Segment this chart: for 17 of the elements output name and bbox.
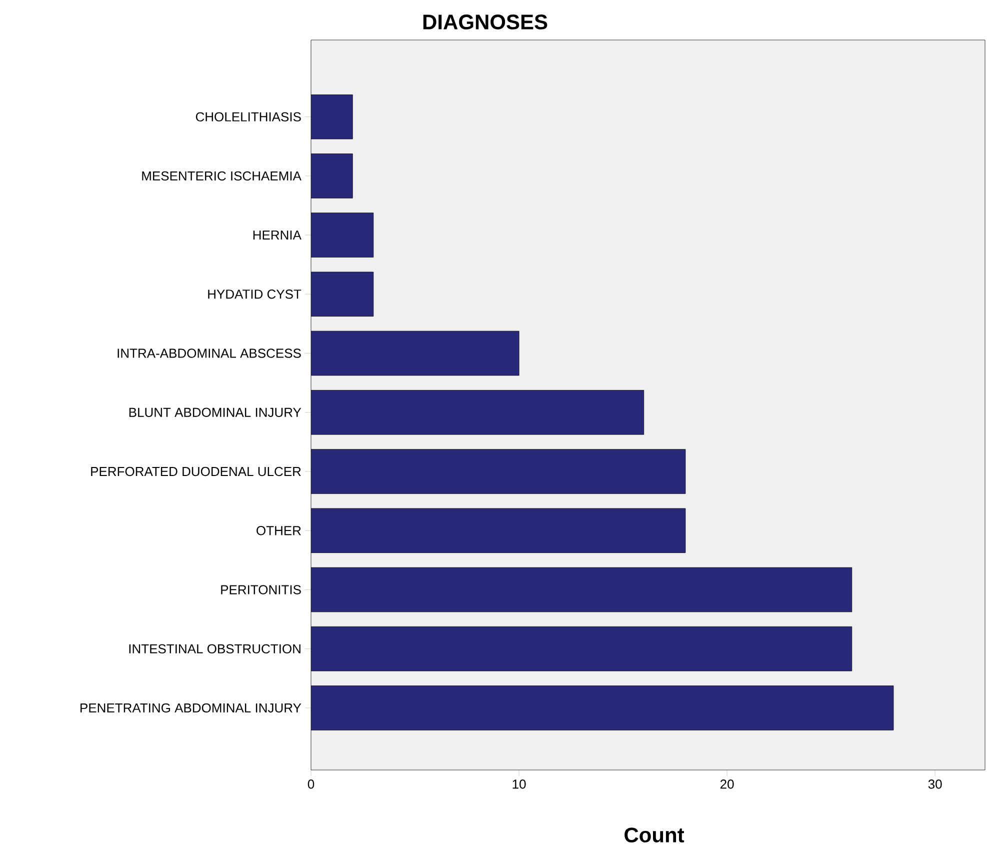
x-axis-title: Count [624, 828, 684, 842]
chart-title: DIAGNOSES [423, 14, 548, 30]
y-tick-label: HERNIA [253, 230, 302, 240]
y-tick-label: HYDATID CYST [208, 290, 302, 299]
y-tick-label: INTRA-ABDOMINAL ABSCESS [118, 348, 301, 358]
y-tick-label: OTHER [256, 526, 301, 536]
y-tick-label: PERITONITIS [221, 585, 301, 594]
y-tick-label: BLUNT ABDOMINAL INJURY [129, 408, 302, 417]
y-tick-label: PENETRATING ABDOMINAL INJURY [80, 703, 302, 713]
y-tick-label: CHOLELITHIASIS [196, 112, 301, 122]
x-tick-label: 20 [720, 780, 734, 789]
x-tick-label: 0 [308, 780, 314, 789]
x-tick-label: 10 [512, 780, 526, 789]
y-tick-label: MESENTERIC ISCHAEMIA [142, 171, 302, 181]
y-tick-label: PERFORATED DUODENAL ULCER [91, 466, 301, 476]
x-tick-label: 30 [928, 780, 942, 789]
y-tick-label: INTESTINAL OBSTRUCTION [129, 644, 300, 654]
